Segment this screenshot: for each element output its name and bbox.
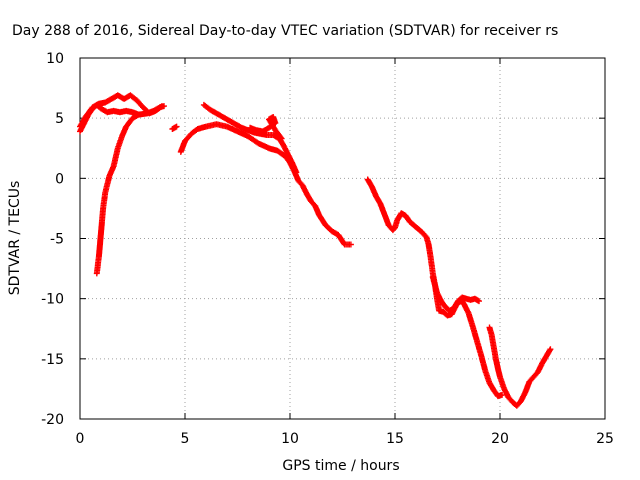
data-series-trace [429, 274, 482, 314]
y-axis-label: SDTVAR / TECUs [7, 181, 23, 296]
y-tick-label: 0 [55, 171, 64, 187]
x-tick-label: 15 [386, 431, 404, 447]
x-tick-label: 0 [76, 431, 85, 447]
x-tick-label: 10 [281, 431, 299, 447]
axis-ticks: 0 5 10 15 20 25 -20 -15 -10 -5 0 5 10 [41, 51, 614, 447]
data-series-trace [486, 324, 554, 409]
y-tick-label: -15 [41, 352, 64, 368]
data-series-trace [247, 114, 285, 142]
x-tick-label: 25 [596, 431, 614, 447]
y-tick-label: -10 [41, 292, 64, 308]
y-tick-label: 5 [55, 111, 64, 127]
grid-lines [80, 58, 605, 419]
x-tick-label: 20 [491, 431, 509, 447]
x-axis-label: GPS time / hours [282, 458, 399, 474]
chart-title: Day 288 of 2016, Sidereal Day-to-day VTE… [12, 23, 558, 39]
data-series-trace [93, 111, 142, 277]
y-tick-label: -20 [41, 412, 64, 428]
data-series-trace [177, 121, 354, 248]
data-series-trace [77, 92, 165, 130]
y-tick-label: 10 [46, 51, 64, 67]
data-points [77, 92, 554, 409]
data-series-trace [169, 123, 180, 132]
x-tick-label: 5 [181, 431, 190, 447]
y-tick-label: -5 [50, 232, 64, 248]
